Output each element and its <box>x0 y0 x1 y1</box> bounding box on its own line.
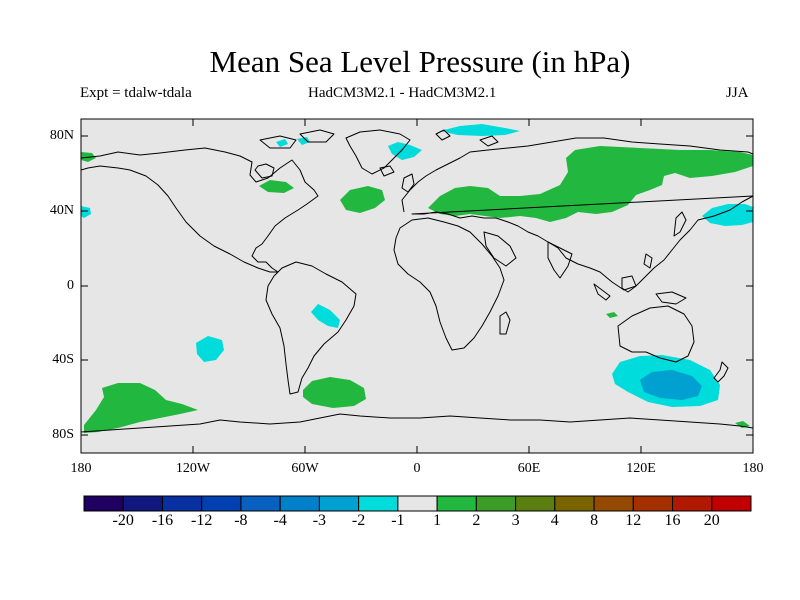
coastline-north-america <box>81 147 319 273</box>
lat-tick-40s: 40S <box>52 352 74 367</box>
negative-region-north-pacific-east <box>702 204 753 226</box>
lon-tick-120w: 120W <box>175 461 211 476</box>
colorbar-swatch <box>201 495 242 512</box>
coastline-arabia <box>483 231 517 267</box>
experiment-label: Expt = tdalw-tdala <box>80 85 192 101</box>
colorbar-label: -16 <box>151 512 174 529</box>
colorbar-label: -20 <box>112 512 134 529</box>
coastline-japan <box>673 211 687 237</box>
colorbar-swatch <box>672 495 713 512</box>
negative-region-south-pacific <box>196 336 224 362</box>
coastline-borneo <box>621 275 637 293</box>
colorbar-label: -12 <box>191 512 213 529</box>
plot-title: Mean Sea Level Pressure (in hPa) <box>209 44 631 79</box>
negative-region-arctic-3 <box>297 137 310 145</box>
colorbar-label: 1 <box>433 512 442 529</box>
colorbar-swatch <box>515 495 556 512</box>
colorbar-swatch <box>397 495 438 512</box>
coastline-philippines <box>643 253 653 269</box>
coastline-madagascar <box>499 311 511 335</box>
colorbar-label: 2 <box>472 512 481 529</box>
negative-region-south-america <box>311 304 340 328</box>
lon-tick-0: 0 <box>413 461 421 476</box>
coastline-greenland <box>345 129 411 175</box>
colorbar-label: -3 <box>312 512 327 529</box>
colorbar-label: -4 <box>273 512 287 529</box>
colorbar <box>83 495 752 512</box>
colorbar-swatch <box>318 495 360 512</box>
colorbar-swatch <box>83 495 124 512</box>
positive-region-south-atlantic <box>303 377 366 408</box>
coastline-hudson-bay <box>254 163 275 179</box>
lat-tick-40n: 40N <box>49 203 74 218</box>
coastline-new-zealand <box>713 361 729 383</box>
colorbar-label: 20 <box>703 512 720 529</box>
coastline-antarctica <box>81 413 753 433</box>
coastline-south-america <box>265 261 357 395</box>
lon-tick-180w: 180 <box>70 461 92 476</box>
negative-region-southern-ocean-inner <box>640 370 702 400</box>
lon-tick-180e: 180 <box>742 461 764 476</box>
coastline-new-guinea <box>655 291 687 305</box>
colorbar-swatch <box>279 495 320 512</box>
colorbar-swatch <box>436 495 477 512</box>
positive-region-australia <box>606 312 618 318</box>
coastline-britain <box>401 173 415 193</box>
positive-region-eurasia <box>428 146 753 222</box>
positive-region-north-atlantic <box>340 186 385 213</box>
colorbar-label: 16 <box>664 512 681 529</box>
lon-tick-120e: 120E <box>626 461 656 476</box>
coastline-svalbard <box>435 129 499 147</box>
coastline-australia <box>617 305 695 363</box>
colorbar-swatch <box>554 495 595 512</box>
positive-region-canada <box>259 180 294 193</box>
negative-region-pacific-west <box>81 206 91 218</box>
map-ticks <box>81 119 753 453</box>
colorbar-label: 4 <box>550 512 559 529</box>
lat-tick-0: 0 <box>67 278 74 293</box>
colorbar-label: 3 <box>511 512 520 529</box>
coastline-africa <box>393 217 505 351</box>
coastline-india <box>547 241 573 279</box>
colorbar-swatch <box>593 495 634 512</box>
colorbar-label: 12 <box>625 512 642 529</box>
coastline-sumatra <box>593 283 611 301</box>
colorbar-swatch <box>358 495 399 512</box>
positive-region-southern-ocean <box>735 421 750 428</box>
coastline-arctic-islands <box>259 129 335 149</box>
contour-fills <box>81 124 753 433</box>
coastline-iceland <box>379 165 395 177</box>
colorbar-swatch <box>240 495 281 512</box>
colorbar-swatch <box>632 495 674 512</box>
lat-tick-80n: 80N <box>49 128 74 143</box>
coastline-eurasia <box>401 137 753 291</box>
colorbar-label: -8 <box>234 512 248 529</box>
lat-tick-80s: 80S <box>52 427 74 442</box>
lon-tick-60e: 60E <box>517 461 541 476</box>
negative-region-arctic-2 <box>276 139 288 147</box>
positive-region-south-pacific <box>84 383 198 433</box>
colorbar-label: 8 <box>590 512 599 529</box>
colorbar-label: -1 <box>391 512 405 529</box>
model-label: HadCM3M2.1 - HadCM3M2.1 <box>308 85 497 101</box>
lon-tick-60w: 60W <box>291 461 319 476</box>
colorbar-swatch <box>711 495 752 512</box>
season-label: JJA <box>726 85 749 101</box>
colorbar-label: -2 <box>351 512 366 529</box>
colorbar-swatch <box>475 495 517 512</box>
colorbar-swatch <box>161 495 203 512</box>
colorbar-swatch <box>122 495 163 512</box>
coastlines <box>81 129 753 433</box>
negative-region-arctic-1 <box>440 124 520 136</box>
